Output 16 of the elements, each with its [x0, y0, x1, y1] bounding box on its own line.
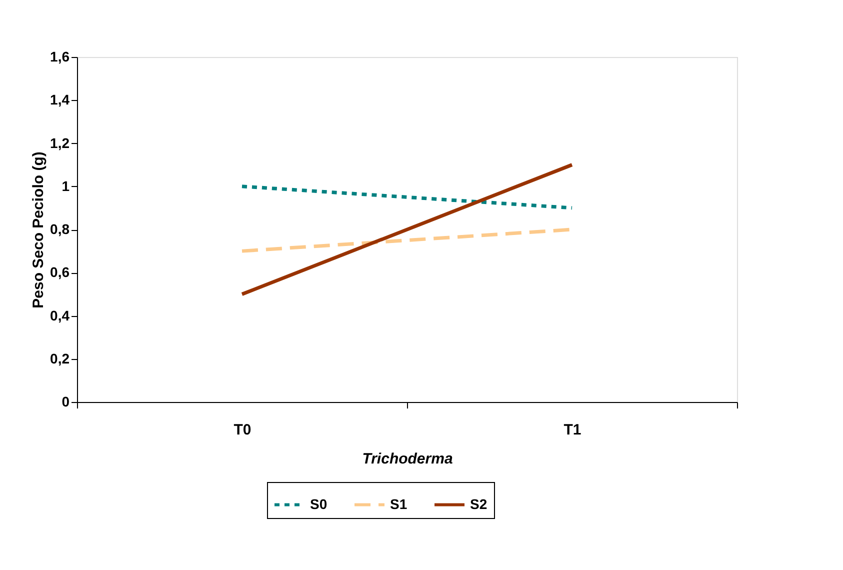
y-tick-label: 0 [62, 394, 70, 410]
y-tick-label: 1,6 [50, 48, 70, 64]
y-tick-label: 1,2 [50, 134, 70, 151]
y-tick-label: 0,6 [50, 264, 70, 280]
legend-label: S0 [310, 496, 328, 512]
x-tick-label: T0 [234, 422, 252, 438]
legend-label: S1 [390, 496, 408, 512]
x-axis-title: Trichoderma [362, 450, 453, 468]
y-tick-label: 1,4 [50, 92, 70, 108]
y-tick-label: 0,4 [50, 307, 70, 324]
legend-label: S2 [470, 496, 488, 512]
y-tick-label: 1 [62, 178, 70, 194]
y-axis-title: Peso Seco Peciolo (g) [30, 152, 48, 308]
y-tick-label: 0,8 [50, 221, 70, 237]
y-tick-label: 0,2 [50, 350, 70, 366]
x-tick-label: T1 [564, 422, 582, 438]
